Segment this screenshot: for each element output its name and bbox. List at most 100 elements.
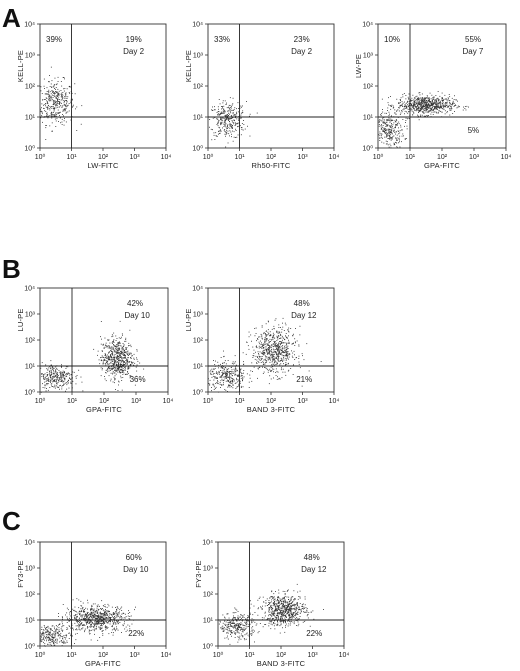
event-point: [59, 627, 60, 628]
event-point: [232, 621, 233, 622]
event-point: [120, 608, 121, 609]
event-point: [119, 367, 120, 368]
event-point: [90, 616, 91, 617]
y-tick-label: 10¹: [25, 364, 36, 371]
event-point: [386, 136, 387, 137]
event-point: [281, 343, 282, 344]
scatter-points: [40, 67, 82, 140]
event-point: [102, 625, 103, 626]
event-point: [401, 97, 402, 98]
event-point: [94, 624, 95, 625]
event-point: [395, 142, 396, 143]
event-point: [261, 362, 262, 363]
event-point: [63, 604, 64, 605]
event-point: [64, 637, 65, 638]
event-point: [240, 372, 241, 373]
event-point: [445, 102, 446, 103]
event-point: [214, 135, 215, 136]
event-point: [130, 364, 131, 365]
event-point: [76, 107, 77, 108]
event-point: [230, 381, 231, 382]
event-point: [230, 383, 231, 384]
event-point: [291, 597, 292, 598]
x-tick-label: 10⁴: [329, 398, 340, 405]
event-point: [439, 107, 440, 108]
event-point: [47, 630, 48, 631]
event-point: [426, 108, 427, 109]
event-point: [238, 379, 239, 380]
event-point: [398, 133, 399, 134]
event-point: [238, 119, 239, 120]
event-point: [241, 634, 242, 635]
event-point: [221, 124, 222, 125]
event-point: [448, 106, 449, 107]
event-point: [454, 111, 455, 112]
event-point: [115, 367, 116, 368]
event-point: [121, 362, 122, 363]
event-point: [398, 102, 399, 103]
event-point: [49, 634, 50, 635]
event-point: [250, 370, 251, 371]
scatter-points: [209, 97, 258, 147]
event-point: [273, 343, 274, 344]
event-point: [245, 625, 246, 626]
event-point: [63, 77, 64, 78]
quadrant-label-upper-left: 39%: [46, 35, 62, 44]
event-point: [218, 131, 219, 132]
x-tick-label: 10³: [297, 154, 308, 161]
event-point: [237, 625, 238, 626]
event-point: [100, 612, 101, 613]
event-point: [66, 635, 67, 636]
event-point: [117, 367, 118, 368]
event-point: [100, 616, 101, 617]
event-point: [268, 352, 269, 353]
event-point: [231, 626, 232, 627]
event-point: [106, 613, 107, 614]
event-point: [94, 615, 95, 616]
event-point: [125, 339, 126, 340]
event-point: [227, 375, 228, 376]
event-point: [62, 617, 63, 618]
event-point: [88, 623, 89, 624]
event-point: [123, 371, 124, 372]
event-point: [237, 642, 238, 643]
event-point: [67, 98, 68, 99]
event-point: [261, 348, 262, 349]
event-point: [69, 618, 70, 619]
event-point: [224, 369, 225, 370]
event-point: [280, 343, 281, 344]
event-point: [64, 104, 65, 105]
event-point: [216, 378, 217, 379]
event-point: [238, 380, 239, 381]
event-point: [249, 332, 250, 333]
event-point: [54, 368, 55, 369]
event-point: [104, 376, 105, 377]
event-point: [122, 390, 123, 391]
event-point: [270, 362, 271, 363]
event-point: [274, 362, 275, 363]
event-point: [67, 101, 68, 102]
event-point: [113, 635, 114, 636]
event-point: [455, 105, 456, 106]
event-point: [51, 386, 52, 387]
y-tick-label: 10²: [25, 84, 36, 91]
event-point: [255, 335, 256, 336]
event-point: [121, 632, 122, 633]
event-point: [400, 102, 401, 103]
event-point: [238, 618, 239, 619]
event-point: [224, 124, 225, 125]
event-point: [125, 355, 126, 356]
event-point: [249, 349, 250, 350]
event-point: [421, 100, 422, 101]
event-point: [224, 370, 225, 371]
event-point: [45, 373, 46, 374]
event-point: [242, 379, 243, 380]
event-point: [225, 134, 226, 135]
event-point: [58, 631, 59, 632]
event-point: [54, 386, 55, 387]
event-point: [245, 618, 246, 619]
event-point: [283, 358, 284, 359]
event-point: [229, 618, 230, 619]
event-point: [450, 110, 451, 111]
event-point: [231, 106, 232, 107]
